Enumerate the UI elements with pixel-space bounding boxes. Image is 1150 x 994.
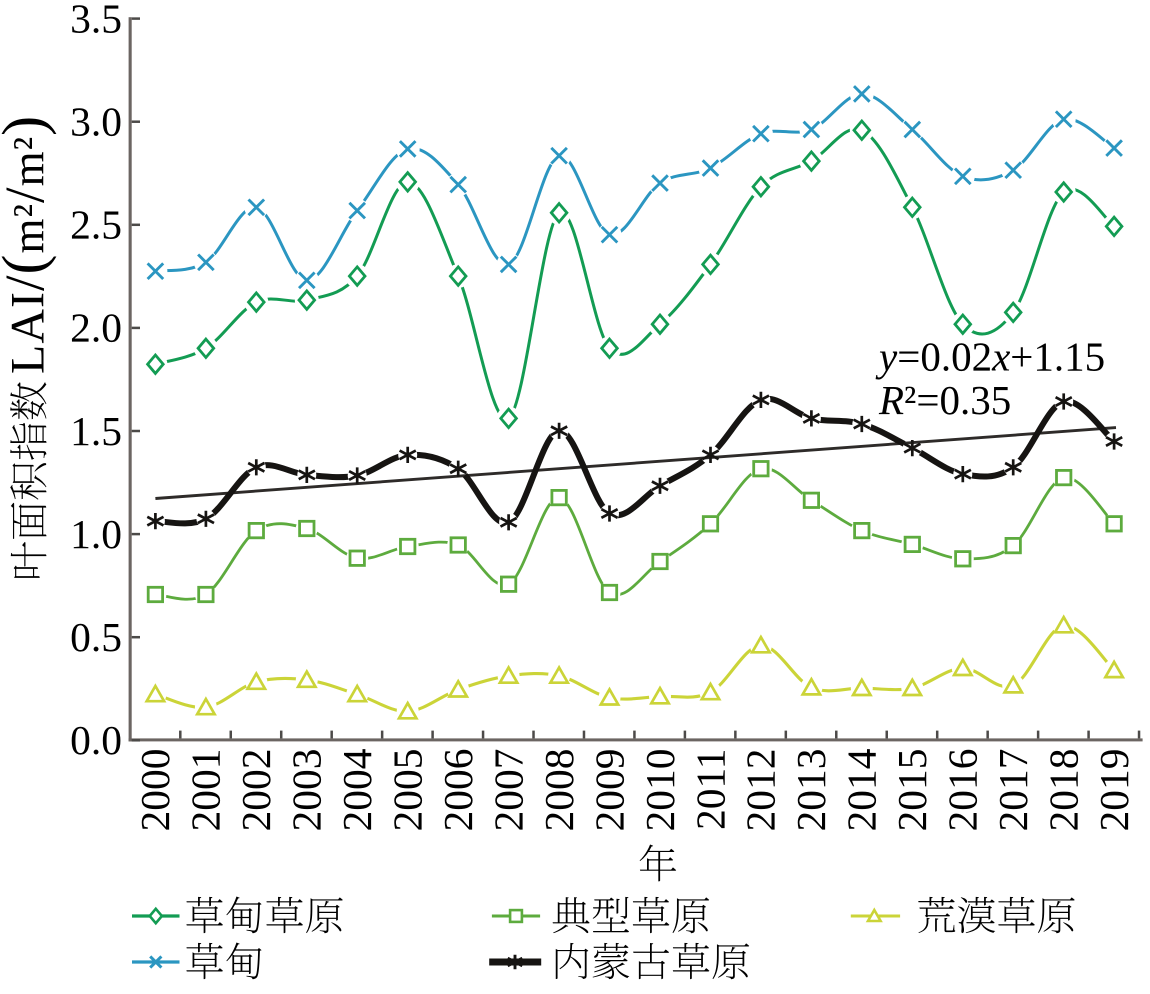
svg-text:2019: 2019 bbox=[1091, 749, 1137, 832]
svg-text:1.5: 1.5 bbox=[70, 408, 122, 454]
svg-text:3.5: 3.5 bbox=[70, 0, 122, 41]
svg-text:2017: 2017 bbox=[990, 749, 1036, 832]
svg-text:2.0: 2.0 bbox=[70, 305, 122, 351]
svg-text:2005: 2005 bbox=[385, 749, 431, 832]
svg-text:2016: 2016 bbox=[940, 749, 986, 832]
svg-text:2001: 2001 bbox=[183, 749, 229, 832]
svg-text:2000: 2000 bbox=[132, 749, 178, 832]
svg-text:0.5: 0.5 bbox=[70, 614, 122, 660]
svg-text:2018: 2018 bbox=[1041, 749, 1087, 832]
svg-text:2004: 2004 bbox=[334, 748, 380, 831]
svg-text:2011: 2011 bbox=[687, 749, 733, 830]
svg-text:2002: 2002 bbox=[233, 749, 279, 832]
svg-text:2015: 2015 bbox=[889, 749, 935, 832]
svg-text:LAI/(m²/m²): LAI/(m²/m²) bbox=[0, 115, 57, 374]
svg-text:2007: 2007 bbox=[485, 749, 531, 832]
svg-text:2.5: 2.5 bbox=[70, 202, 122, 248]
svg-text:3.0: 3.0 bbox=[70, 99, 122, 145]
svg-text:0.0: 0.0 bbox=[70, 717, 122, 763]
svg-text:2009: 2009 bbox=[586, 749, 632, 832]
svg-text:2010: 2010 bbox=[637, 749, 683, 832]
svg-text:y=0.02x+1.15: y=0.02x+1.15 bbox=[875, 334, 1105, 380]
svg-text:2013: 2013 bbox=[788, 749, 834, 832]
svg-text:R²=0.35: R²=0.35 bbox=[878, 377, 1011, 423]
svg-text:2014: 2014 bbox=[839, 748, 885, 831]
svg-text:1.0: 1.0 bbox=[70, 511, 122, 557]
svg-text:2006: 2006 bbox=[435, 749, 481, 832]
svg-text:2003: 2003 bbox=[284, 749, 330, 832]
svg-text:2008: 2008 bbox=[536, 749, 582, 832]
svg-text:2012: 2012 bbox=[738, 749, 784, 832]
